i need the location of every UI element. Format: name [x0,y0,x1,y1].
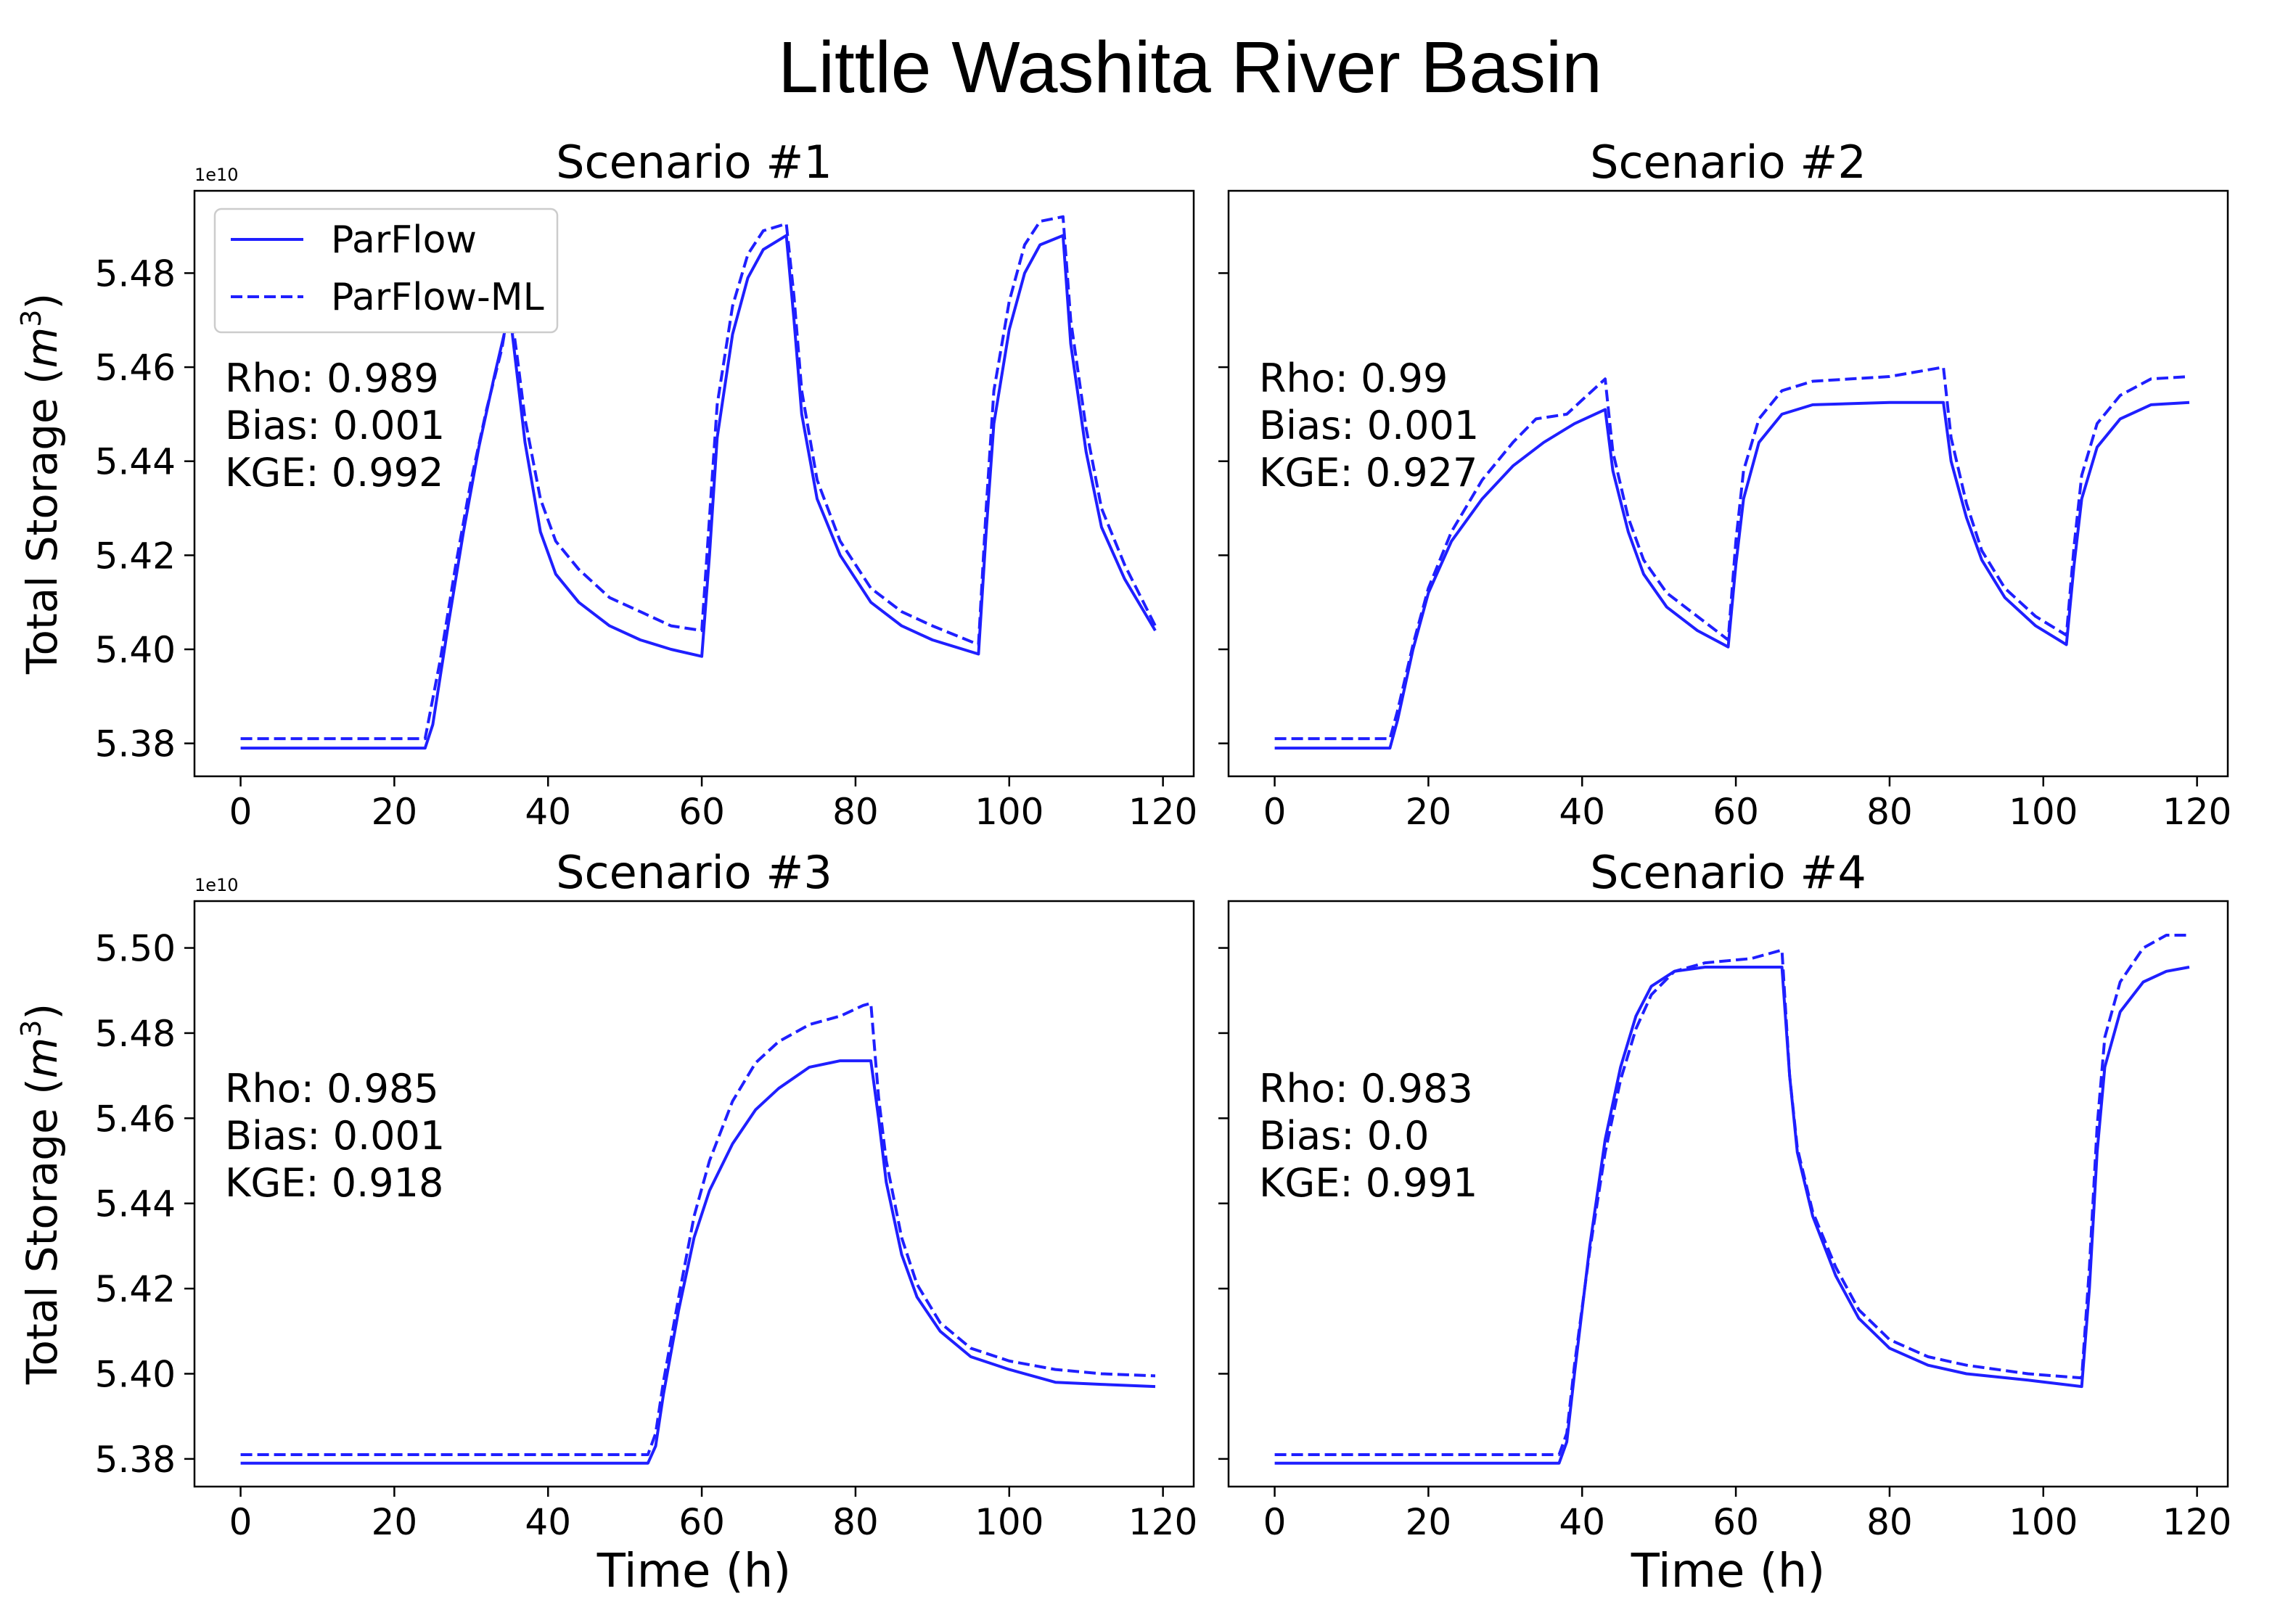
x-tick-label: 20 [1406,791,1452,833]
y-tick-label: 5.38 [95,723,176,765]
x-tick-label: 40 [525,1501,571,1543]
y-offset-label: 1e10 [194,875,239,895]
series-line-parflow-ml [240,1001,1156,1456]
stat-annotation: KGE: 0.927 [1259,450,1477,496]
stat-annotation: Bias: 0.001 [225,403,445,448]
plot-frame [193,900,1195,1488]
y-tick-label: 5.46 [95,1098,176,1140]
stat-annotation: KGE: 0.991 [1259,1160,1477,1206]
x-tick-label: 40 [1559,1501,1605,1543]
legend-label-parflow-ml: ParFlow-ML [331,276,544,319]
x-tick-label: 100 [2009,791,2078,833]
x-tick-label: 20 [1406,1501,1452,1543]
x-tick-label: 120 [2162,1501,2231,1543]
x-tick-label: 120 [2162,791,2231,833]
panel-title: Scenario #1 [556,136,832,189]
x-tick-label: 60 [678,791,725,833]
y-tick-label: 5.42 [95,1268,176,1310]
x-tick-label: 80 [1866,1501,1913,1543]
series-line-parflow [1274,966,2190,1465]
panel-title: Scenario #4 [1590,846,1866,899]
y-axis-label: Total Storage (m3) [15,1003,67,1385]
y-tick-label: 5.48 [95,1013,176,1055]
x-tick-label: 0 [229,791,253,833]
x-tick-label: 100 [975,791,1044,833]
x-tick-label: 20 [372,1501,418,1543]
x-tick-label: 80 [1866,791,1913,833]
x-tick-label: 120 [1128,1501,1197,1543]
x-tick-label: 100 [2009,1501,2078,1543]
figure-title: Little Washita River Basin [778,27,1602,108]
stat-annotation: KGE: 0.992 [225,450,443,496]
y-tick-label: 5.44 [95,441,176,483]
legend-label-parflow: ParFlow [331,218,477,262]
x-tick-label: 60 [1713,791,1759,833]
y-offset-label: 1e10 [194,165,239,185]
series-line-parflow [1274,400,2190,750]
panel-title: Scenario #3 [556,846,832,899]
y-tick-label: 5.42 [95,535,176,577]
stat-annotation: Rho: 0.985 [225,1066,439,1111]
plot-frame [1227,189,2229,778]
x-tick-label: 40 [1559,791,1605,833]
x-tick-label: 60 [678,1501,725,1543]
stat-annotation: Rho: 0.99 [1259,356,1448,401]
y-tick-label: 5.40 [95,629,176,671]
plot-frame [1227,900,2229,1488]
y-tick-label: 5.38 [95,1439,176,1481]
y-tick-label: 5.44 [95,1183,176,1225]
stat-annotation: Bias: 0.001 [1259,403,1479,448]
x-tick-label: 100 [975,1501,1044,1543]
x-tick-label: 20 [372,791,418,833]
y-tick-label: 5.48 [95,252,176,295]
stat-annotation: Bias: 0.0 [1259,1113,1430,1159]
x-tick-label: 0 [229,1501,253,1543]
y-tick-label: 5.50 [95,928,176,970]
chart-panel-1: Scenario #1 0 20 40 60 80 100 120 5.38 5.40 5.42 5.… [15,136,1197,833]
legend: ParFlow ParFlow-ML [213,207,559,334]
x-tick-label: 120 [1128,791,1197,833]
y-axis-label: Total Storage (m3) [15,293,67,675]
x-tick-label: 80 [832,1501,879,1543]
x-tick-label: 40 [525,791,571,833]
y-tick-label: 5.40 [95,1353,176,1395]
stat-annotation: KGE: 0.918 [225,1160,443,1206]
x-tick-label: 60 [1713,1501,1759,1543]
x-tick-label: 80 [832,791,879,833]
series-line-parflow-ml [1274,934,2189,1456]
x-tick-label: 0 [1263,791,1287,833]
chart-panel-2: Scenario #2 0 20 40 60 80 100 120 Rho: 0.99Bias:… [1218,136,2231,833]
x-axis-label: Time (h) [1631,1545,1825,1598]
series-line-parflow-ml [1274,366,2190,741]
stat-annotation: Rho: 0.989 [225,356,439,401]
stat-annotation: Bias: 0.001 [225,1113,445,1159]
panel-title: Scenario #2 [1590,136,1866,189]
plot-frame [193,189,1195,778]
series-line-parflow [240,1059,1156,1465]
y-tick-label: 5.46 [95,347,176,389]
chart-panel-4: Scenario #4 0 20 40 60 80 100 120 Time (h) Rho: 0… [1218,846,2231,1598]
stat-annotation: Rho: 0.983 [1259,1066,1473,1111]
chart-panel-3: Scenario #3 0 20 40 60 80 100 120 5.38 5.40 5.42 5.… [15,846,1197,1598]
x-tick-label: 0 [1263,1501,1287,1543]
x-axis-label: Time (h) [596,1545,791,1598]
